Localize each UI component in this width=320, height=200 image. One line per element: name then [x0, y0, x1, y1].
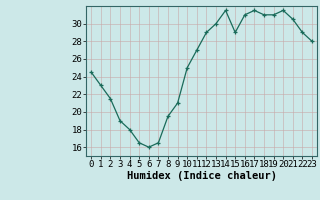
X-axis label: Humidex (Indice chaleur): Humidex (Indice chaleur) — [127, 171, 276, 181]
